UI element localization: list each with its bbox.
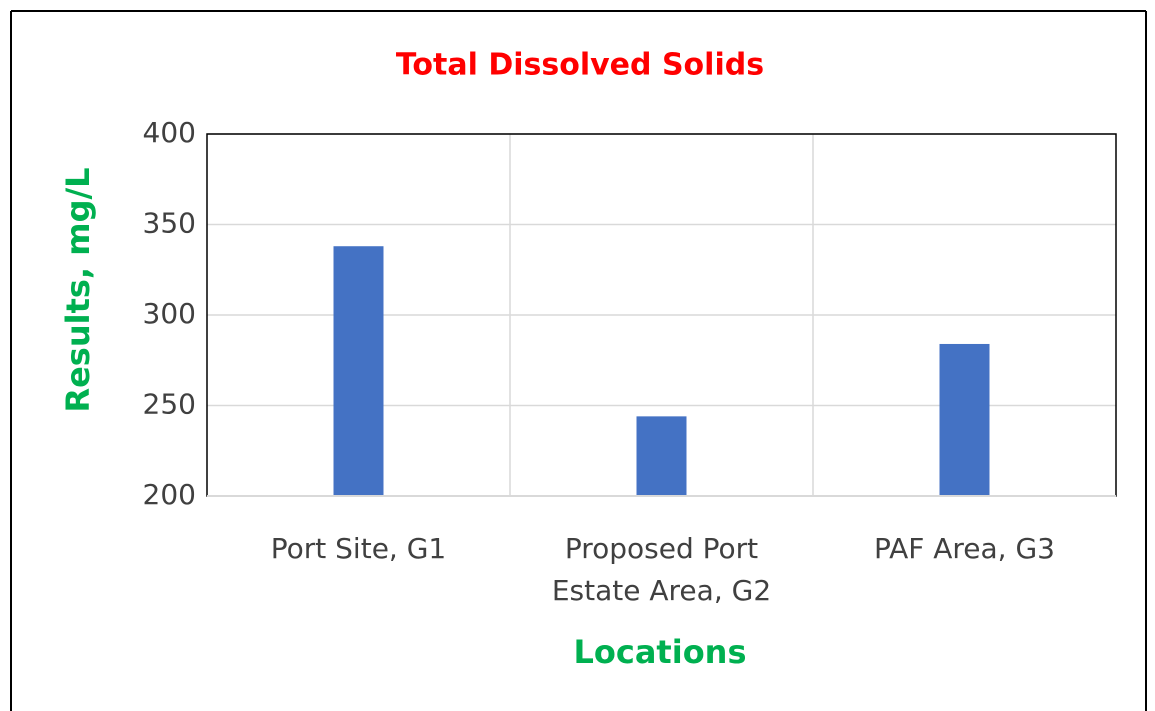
y-tick-label: 250 [143, 388, 196, 421]
bar [939, 343, 990, 496]
x-tick-label: Port Site, G1 [270, 532, 447, 565]
y-tick-label: 400 [143, 116, 196, 149]
y-tick-label: 300 [143, 297, 196, 330]
chart-title: Total Dissolved Solids [396, 48, 764, 83]
x-tick-label: PAF Area, G3 [873, 532, 1055, 565]
bar [333, 246, 384, 496]
bar [636, 416, 687, 496]
x-tick-label: Proposed Port Estate Area, G2 [551, 532, 772, 607]
y-axis-label: Results, mg/L [59, 167, 97, 412]
y-tick-label: 350 [143, 207, 196, 240]
x-axis-label: Locations [573, 633, 746, 671]
y-tick-label: 200 [143, 478, 196, 511]
